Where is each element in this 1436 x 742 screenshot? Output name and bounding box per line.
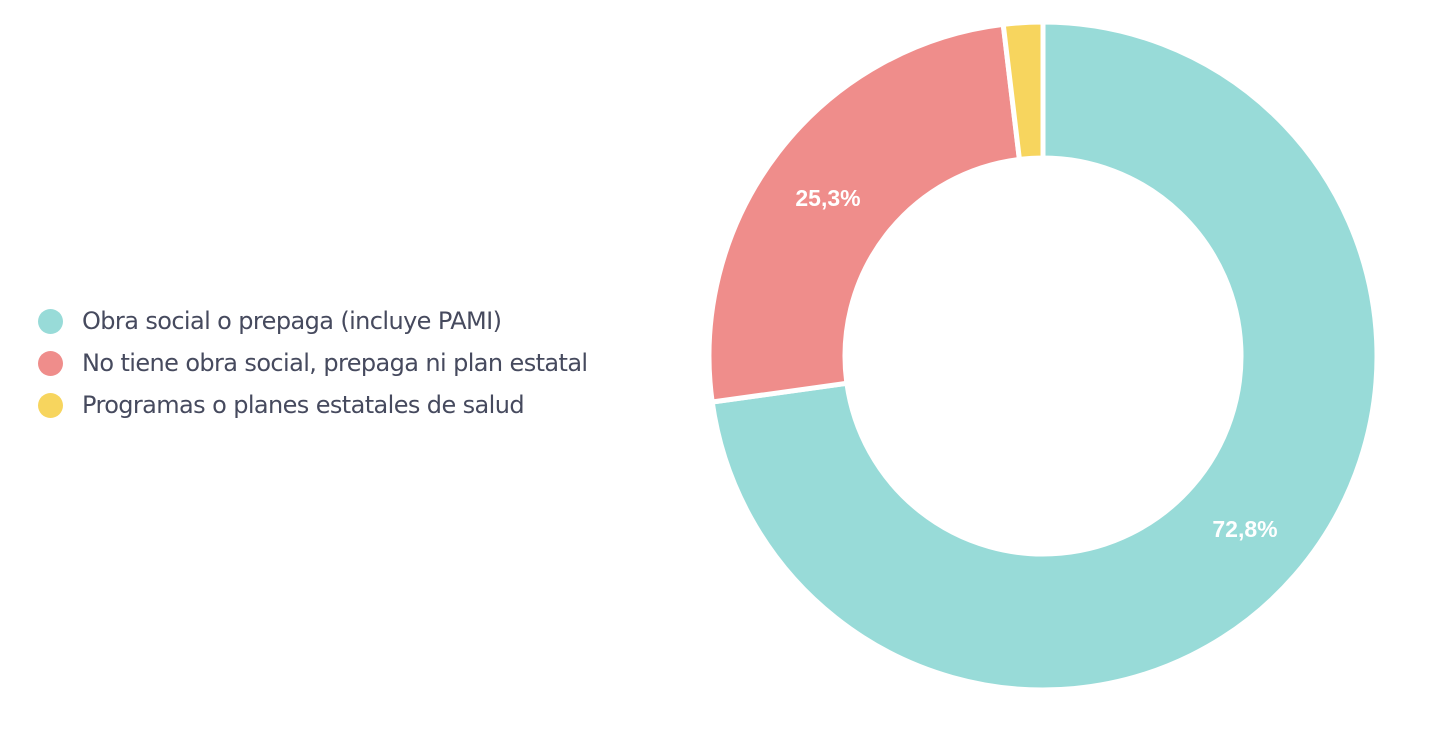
legend-item-obra-social[interactable]: Obra social o prepaga (incluye PAMI) [38,300,588,342]
legend-item-programas-estatales[interactable]: Programas o planes estatales de salud [38,384,588,426]
legend-label: Programas o planes estatales de salud [82,391,525,419]
legend-dot-red-icon [38,350,63,376]
slice-programas-estatales[interactable] [1000,19,1046,163]
donut-slices [706,19,1380,693]
chart-legend: Obra social o prepaga (incluye PAMI) No … [38,300,588,426]
legend-dot-teal-icon [38,308,63,334]
legend-label: No tiene obra social, prepaga ni plan es… [82,349,588,377]
slice-label-red: 25,3% [795,185,860,211]
slice-obra-social[interactable] [709,19,1380,693]
legend-dot-yellow-icon [38,392,63,418]
slice-no-tiene[interactable] [706,21,1023,405]
slice-label-teal: 72,8% [1212,516,1277,542]
legend-item-no-tiene[interactable]: No tiene obra social, prepaga ni plan es… [38,342,588,384]
legend-label: Obra social o prepaga (incluye PAMI) [82,307,502,335]
